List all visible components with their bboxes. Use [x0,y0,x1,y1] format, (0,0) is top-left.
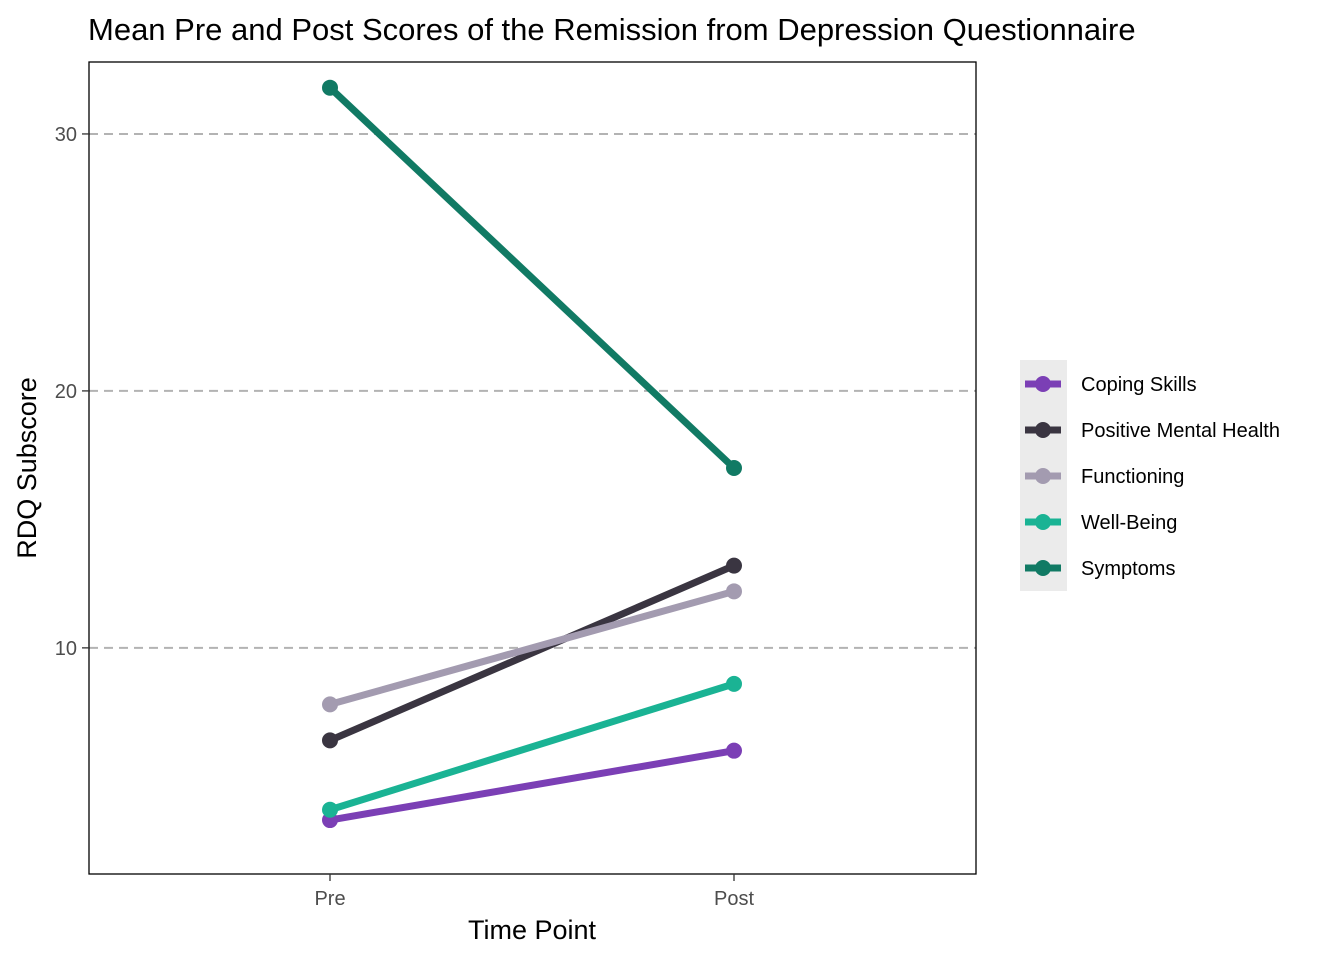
y-axis: 10 20 30 [55,124,89,660]
legend-item-coping-skills: Coping Skills [1025,374,1197,396]
y-tick-label: 10 [55,638,77,660]
data-point-well-being [726,675,742,692]
legend-label: Positive Mental Health [1081,420,1280,442]
legend-key-point [1035,514,1051,530]
series-line-coping-skills [329,747,735,824]
data-point-coping-skills [726,742,742,759]
legend-key-point [1035,376,1051,392]
legend: Coping Skills Positive Mental Health Funct… [1025,374,1280,580]
data-point-symptoms [726,460,742,476]
series-well-being [322,675,742,818]
data-point-functioning [726,583,742,600]
y-tick-label: 30 [55,124,77,146]
series-positive-mental-health [322,557,742,749]
series-line-symptoms [327,85,737,471]
grid-layer [89,132,976,649]
legend-item-well-being: Well-Being [1025,512,1177,534]
chart-title: Mean Pre and Post Scores of the Remissio… [88,12,1136,47]
y-axis-title: RDQ Subscore [12,377,42,559]
series-functioning [322,583,742,713]
legend-key-point [1035,468,1051,484]
series-line-functioning [329,587,735,708]
plot-panel-border [88,61,977,875]
data-point-well-being [322,801,338,818]
legend-label: Well-Being [1081,512,1177,534]
legend-key-point [1035,422,1051,438]
series-line-well-being [328,680,736,814]
legend-key-point [1035,560,1051,576]
x-tick-label: Post [714,888,754,910]
data-point-symptoms [322,79,338,96]
x-axis: Pre Post [314,874,754,910]
legend-item-functioning: Functioning [1025,466,1184,488]
x-axis-title: Time Point [468,915,597,945]
legend-label: Symptoms [1081,558,1175,580]
data-point-functioning [322,696,338,713]
legend-item-positive-mental-health: Positive Mental Health [1025,420,1280,442]
data-point-positive-mental-health [322,732,338,749]
y-tick-label: 20 [55,381,77,403]
legend-label: Coping Skills [1081,374,1197,396]
data-point-positive-mental-health [726,557,742,574]
series-symptoms [322,79,742,476]
series-layer [322,79,742,829]
series-line-positive-mental-health [328,562,736,744]
legend-item-symptoms: Symptoms [1025,558,1175,580]
x-tick-label: Pre [314,888,345,910]
series-coping-skills [322,742,742,829]
legend-label: Functioning [1081,466,1184,488]
